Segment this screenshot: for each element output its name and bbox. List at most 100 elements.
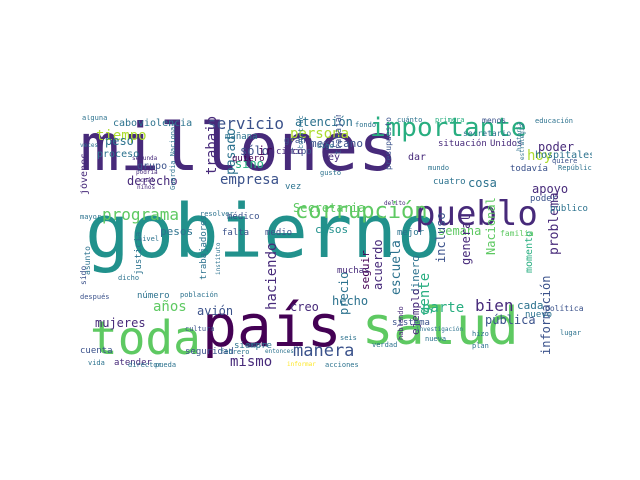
cloud-word: trabajo (204, 115, 220, 175)
cloud-word: toda (90, 311, 201, 365)
cloud-word: pueda (155, 361, 177, 369)
cloud-word: primera (435, 116, 465, 124)
cloud-word: programa (102, 205, 180, 224)
cloud-word: hospitales (535, 150, 592, 161)
cloud-word: gran (284, 136, 306, 146)
cloud-word: incluso (434, 212, 448, 263)
cloud-word: cultura (185, 325, 215, 333)
cloud-word: público (550, 204, 588, 214)
cloud-word: nueva (425, 335, 447, 343)
cloud-word: falta (222, 228, 250, 238)
cloud-word: atender (114, 358, 152, 368)
cloud-word: sistema (392, 318, 430, 328)
cloud-word: dar (408, 152, 427, 163)
cloud-word: general (459, 214, 473, 265)
cloud-word: empresa (220, 172, 280, 188)
cloud-word: hablando (397, 306, 405, 340)
cloud-word: asunto (83, 246, 92, 275)
cloud-word: historia (516, 122, 523, 151)
cloud-word: país (202, 292, 342, 360)
cloud-word: secretario (463, 129, 512, 138)
cloud-word: haciendo (264, 242, 280, 310)
cloud-word: digo (317, 142, 334, 150)
cloud-word: cuál (140, 177, 155, 184)
cloud-word: instituto (215, 242, 222, 275)
cloud-word: nivel (138, 235, 160, 243)
cloud-word: febrero (220, 348, 250, 356)
cloud-word: vez (285, 182, 302, 192)
cloud-word: investigación (416, 326, 463, 333)
cloud-word: quiero (232, 154, 265, 164)
cloud-word: ir (258, 144, 273, 158)
cloud-word: precio (337, 271, 351, 315)
cloud-word: cuánto (397, 116, 423, 124)
cloud-word: mañana (225, 132, 258, 142)
cloud-word: cuenta (80, 346, 113, 356)
cloud-word: mexicano (310, 137, 363, 150)
cloud-word: podría (136, 169, 158, 176)
cloud-word: manera (293, 341, 355, 361)
cloud-word: sino (235, 157, 264, 171)
cloud-word: grupo (137, 161, 168, 172)
cloud-word: construcción (297, 115, 305, 149)
cloud-word: Unidos (490, 139, 523, 149)
cloud-word: población (180, 291, 218, 299)
cloud-word: pesos (160, 225, 194, 238)
cloud-word: salud (362, 297, 519, 357)
cloud-word: proceso (97, 149, 140, 160)
cloud-word: mujeres (95, 316, 146, 330)
cloud-word: poder (538, 140, 575, 154)
cloud-word: bien (475, 296, 514, 315)
cloud-word: todavía (510, 164, 548, 174)
cloud-word: persona (290, 126, 350, 142)
cloud-word: peso (105, 134, 134, 148)
cloud-word: delito (384, 200, 406, 207)
cloud-word: número (137, 291, 170, 301)
cloud-word: hizo (472, 330, 489, 338)
cloud-word: hoy (527, 148, 553, 164)
cloud-word: plan (472, 342, 489, 350)
cloud-word: casos (315, 223, 349, 236)
cloud-word: tipo (290, 147, 312, 157)
cloud-word: presupuesto (384, 117, 393, 170)
cloud-word: segunda (132, 155, 158, 162)
cloud-word: millones (80, 115, 398, 186)
cloud-word: Nacional (484, 197, 498, 255)
cloud-word: semana (438, 224, 482, 238)
cloud-word: importante (370, 115, 527, 143)
cloud-word: veces (80, 142, 99, 149)
cloud-word: ley (322, 152, 341, 163)
cloud-word: informar (287, 361, 316, 368)
cloud-word: cabo (113, 118, 138, 129)
cloud-word: fondo (355, 121, 377, 129)
cloud-word: escuela (389, 240, 404, 295)
cloud-word: hecho (332, 294, 369, 308)
cloud-word: violencia (138, 118, 193, 129)
cloud-word: pública (485, 313, 536, 327)
cloud-word: mejor (397, 228, 425, 238)
cloud-word: acuerdo (371, 239, 385, 290)
cloud-word: cuatro (433, 177, 466, 187)
cloud-word: sólo (240, 144, 269, 158)
cloud-word: entonces (265, 348, 294, 355)
cloud-word: gobierno (85, 189, 442, 275)
cloud-word: mismo (230, 354, 273, 370)
cloud-word: dicho (118, 274, 140, 282)
cloud-word: lugar (560, 329, 582, 337)
cloud-word: corrupción (295, 199, 428, 224)
cloud-word: seguridad (185, 347, 234, 357)
cloud-word: cosa (468, 176, 497, 190)
cloud-word: pueblo (415, 194, 538, 234)
cloud-word: atención (295, 115, 353, 129)
cloud-word: educación (535, 117, 573, 125)
cloud-word: trabajando (334, 115, 344, 155)
cloud-word: siempre (234, 341, 272, 351)
cloud-word: años (153, 299, 187, 315)
cloud-word: niños (137, 184, 156, 191)
cloud-word: acciones (325, 361, 359, 369)
cloud-word: cada (517, 299, 544, 312)
cloud-word: muchas (337, 266, 370, 276)
cloud-word: cinco (276, 147, 304, 157)
cloud-word: mundo (428, 164, 450, 172)
cloud-word: República (558, 164, 592, 172)
